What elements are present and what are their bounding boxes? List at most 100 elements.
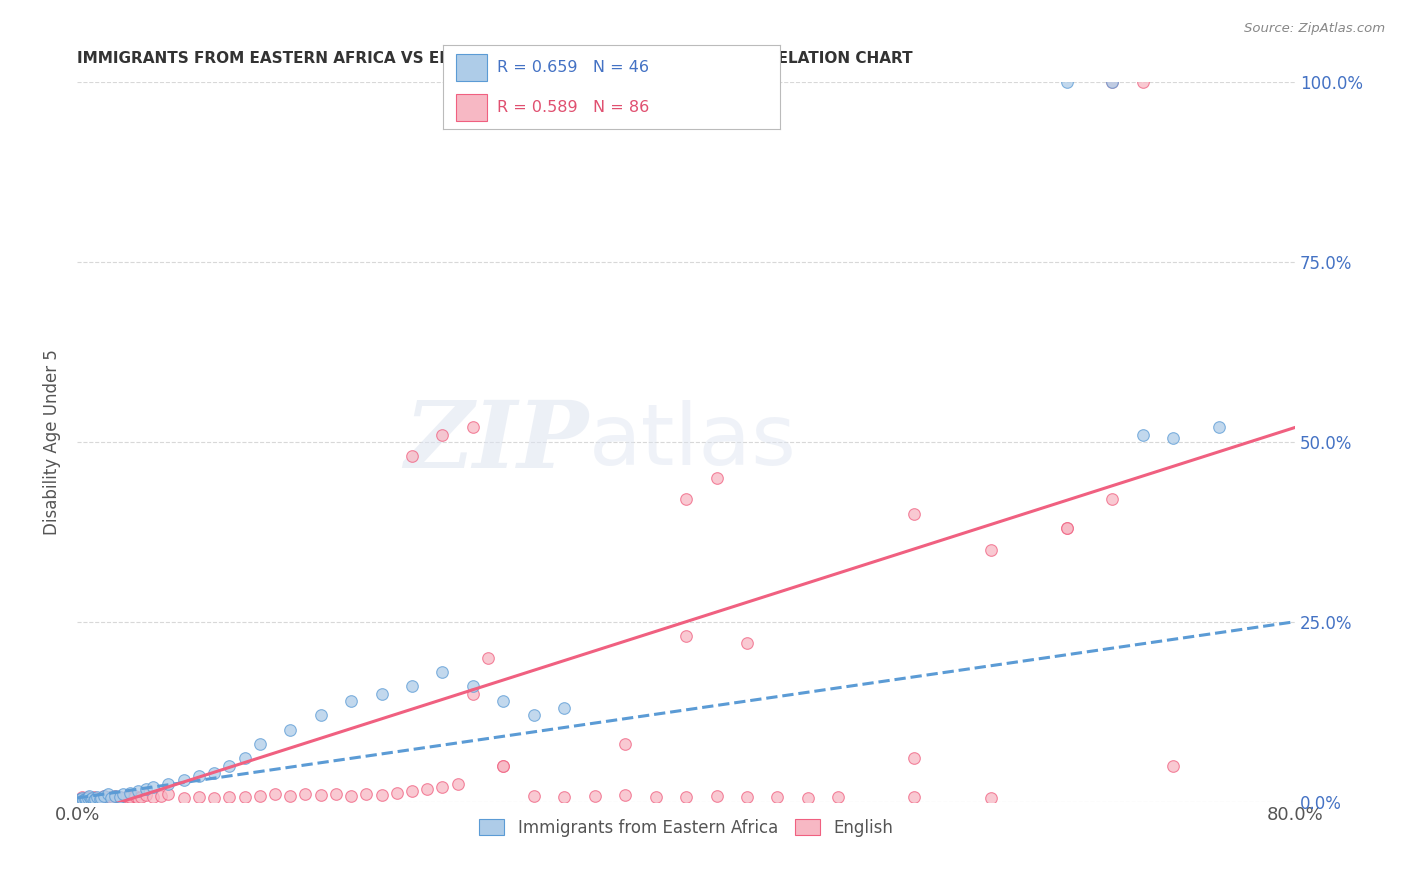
Point: [461, 687, 484, 701]
Point: [77, 789, 100, 803]
Point: [1101, 75, 1123, 89]
Text: Source: ZipAtlas.com: Source: ZipAtlas.com: [1244, 22, 1385, 36]
Point: [93, 789, 115, 803]
Point: [124, 789, 146, 803]
Point: [432, 427, 454, 442]
Point: [75, 791, 97, 805]
Point: [69, 792, 91, 806]
Point: [264, 788, 287, 802]
Point: [142, 780, 165, 794]
Point: [249, 789, 271, 803]
Point: [340, 694, 363, 708]
Point: [82, 791, 104, 805]
Point: [187, 790, 209, 805]
Point: [492, 758, 515, 772]
Point: [80, 792, 103, 806]
Point: [103, 791, 125, 805]
Point: [492, 694, 515, 708]
Point: [70, 791, 93, 805]
Point: [370, 687, 392, 701]
Point: [91, 790, 114, 805]
FancyBboxPatch shape: [457, 54, 486, 81]
Point: [325, 788, 347, 802]
Text: IMMIGRANTS FROM EASTERN AFRICA VS ENGLISH DISABILITY AGE UNDER 5 CORRELATION CHA: IMMIGRANTS FROM EASTERN AFRICA VS ENGLIS…: [77, 51, 912, 66]
Point: [401, 784, 423, 798]
Point: [82, 791, 104, 805]
Text: R = 0.659   N = 46: R = 0.659 N = 46: [496, 60, 650, 75]
Point: [83, 793, 105, 807]
Point: [492, 758, 515, 772]
Point: [675, 492, 697, 507]
Point: [94, 791, 117, 805]
Point: [76, 790, 98, 805]
Point: [157, 788, 180, 802]
Point: [340, 789, 363, 803]
Point: [76, 791, 98, 805]
Point: [100, 790, 122, 805]
Point: [173, 791, 195, 805]
Point: [87, 792, 110, 806]
Point: [84, 791, 107, 805]
Point: [644, 789, 666, 804]
Point: [127, 784, 149, 798]
Point: [706, 789, 728, 803]
Point: [432, 780, 454, 794]
Point: [294, 788, 316, 802]
Point: [127, 791, 149, 805]
Point: [173, 772, 195, 787]
Point: [903, 751, 925, 765]
Point: [120, 786, 142, 800]
Point: [1132, 75, 1154, 89]
Y-axis label: Disability Age Under 5: Disability Age Under 5: [44, 349, 60, 535]
Point: [385, 786, 408, 800]
Point: [278, 723, 301, 737]
Point: [903, 507, 925, 521]
Point: [735, 636, 758, 650]
Point: [370, 788, 392, 802]
Point: [1161, 431, 1184, 445]
Point: [1161, 758, 1184, 772]
Point: [614, 788, 637, 802]
Point: [1056, 521, 1078, 535]
Legend: Immigrants from Eastern Africa, English: Immigrants from Eastern Africa, English: [472, 813, 900, 844]
Point: [447, 776, 470, 790]
Text: ZIP: ZIP: [405, 397, 589, 487]
Point: [104, 789, 127, 803]
Point: [90, 791, 112, 805]
Point: [93, 789, 115, 803]
Point: [309, 788, 332, 802]
Point: [477, 650, 499, 665]
Point: [401, 449, 423, 463]
Point: [218, 790, 240, 805]
Point: [1101, 75, 1123, 89]
Point: [675, 629, 697, 643]
Point: [70, 790, 93, 805]
Point: [187, 769, 209, 783]
Point: [1132, 427, 1154, 442]
Point: [278, 789, 301, 803]
Point: [461, 680, 484, 694]
Point: [980, 542, 1002, 557]
Point: [401, 680, 423, 694]
Point: [356, 788, 378, 802]
Point: [218, 758, 240, 772]
Point: [135, 781, 157, 796]
FancyBboxPatch shape: [457, 94, 486, 120]
Point: [461, 420, 484, 434]
Point: [111, 791, 134, 805]
Point: [157, 776, 180, 790]
Point: [75, 792, 97, 806]
Point: [89, 792, 111, 806]
Point: [72, 793, 94, 807]
Point: [80, 792, 103, 806]
Point: [149, 789, 172, 803]
Point: [249, 737, 271, 751]
Point: [104, 789, 127, 803]
Point: [614, 737, 637, 751]
Point: [83, 790, 105, 805]
Point: [233, 751, 256, 765]
Point: [1101, 492, 1123, 507]
Point: [114, 789, 136, 804]
Point: [309, 708, 332, 723]
Point: [1208, 420, 1230, 434]
